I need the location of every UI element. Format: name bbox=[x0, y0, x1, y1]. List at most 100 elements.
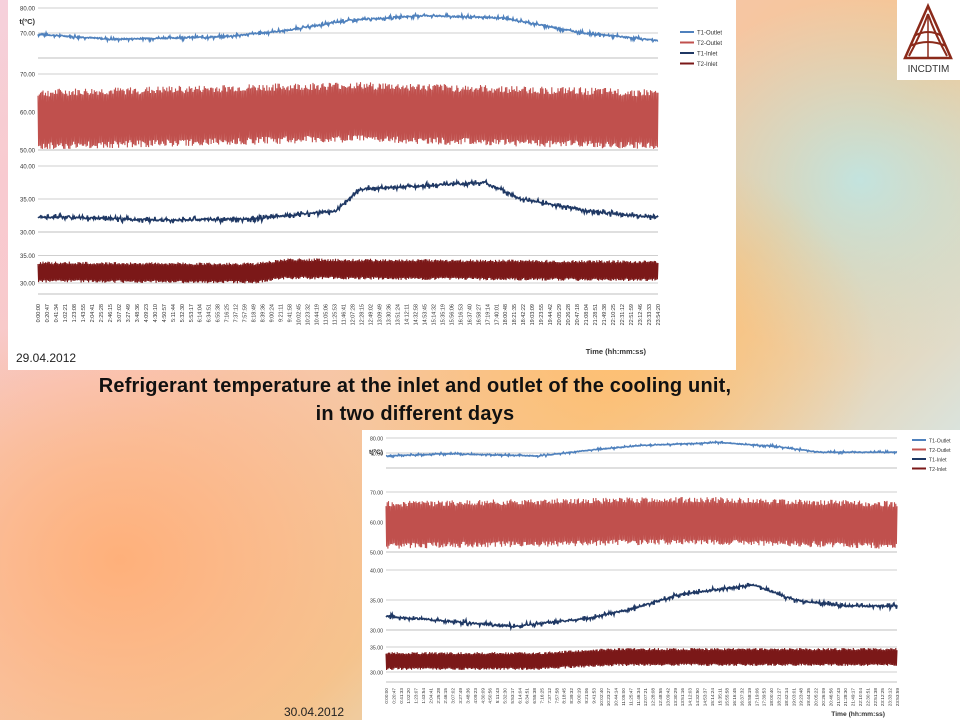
x-tick-label: 17:40:01 bbox=[494, 304, 500, 325]
x-tick-label: 3:27:49 bbox=[458, 688, 463, 704]
x-tick-label: 16:37:32 bbox=[739, 688, 744, 707]
x-tick-label: 12:48:55 bbox=[658, 688, 663, 707]
x-tick-label: 5:53:17 bbox=[189, 304, 195, 322]
x-tick-label: 22:51:38 bbox=[873, 688, 878, 707]
x-tick-label: 9:41:58 bbox=[288, 304, 294, 322]
x-tick-label: 19:44:35 bbox=[806, 688, 811, 707]
x-tick-label: 18:00:48 bbox=[503, 304, 509, 325]
x-tick-label: 23:33:33 bbox=[647, 304, 653, 325]
x-tick-label: 14:32:58 bbox=[413, 304, 419, 325]
legend-entry: T1-Outlet bbox=[697, 31, 722, 37]
x-tick-label: 6:55:38 bbox=[216, 304, 222, 322]
x-tick-label: 15:35:11 bbox=[717, 688, 722, 706]
x-tick-label: 10:23:32 bbox=[306, 304, 312, 325]
x-tick-label: 14:53:45 bbox=[422, 304, 428, 325]
x-tick-label: 6:34:51 bbox=[207, 304, 213, 322]
x-tick-label: 20:26:09 bbox=[821, 688, 826, 707]
y-tick-label: 30.00 bbox=[370, 629, 383, 635]
x-axis-label: Time (hh:mm:ss) bbox=[586, 347, 647, 356]
x-tick-label: 19:44:42 bbox=[548, 304, 554, 325]
x-tick-label: 20:26:28 bbox=[566, 304, 572, 325]
x-tick-label: 15:14:24 bbox=[710, 688, 715, 707]
x-tick-label: 13:09:49 bbox=[377, 304, 383, 325]
x-tick-label: 7:57:59 bbox=[243, 304, 249, 322]
x-tick-label: 7:37:12 bbox=[547, 688, 552, 704]
y-tick-label: 30.00 bbox=[20, 231, 36, 237]
x-tick-label: 10:02:45 bbox=[297, 304, 303, 325]
x-tick-label: 10:44:14 bbox=[614, 688, 619, 707]
x-tick-label: 13:51:16 bbox=[680, 688, 685, 707]
x-tick-label: 6:14:04 bbox=[517, 688, 522, 704]
x-tick-label: 1:23:08 bbox=[72, 304, 78, 322]
logo-label: INCDTIM bbox=[907, 64, 950, 75]
caption-line-2: in two different days bbox=[315, 403, 515, 425]
x-tick-label: 3:48:36 bbox=[465, 688, 470, 704]
x-tick-label: 23:12:46 bbox=[638, 304, 644, 325]
temperature-chart-30-04: 80.00 70.00 70.00 60.00 50.00 40.00 35.00 30.00… bbox=[369, 437, 951, 719]
series-line-t2-outlet bbox=[385, 496, 898, 549]
x-tick-label: 2:04:41 bbox=[90, 304, 96, 322]
x-tick-label: 16:16:53 bbox=[458, 304, 464, 325]
incdtim-logo: INCDTIM bbox=[897, 0, 960, 80]
x-tick-label: 12:07:28 bbox=[350, 304, 356, 325]
x-tick-label: 14:53:37 bbox=[702, 688, 707, 707]
y-tick-label: 70.00 bbox=[20, 73, 36, 79]
x-tick-label: 0:41:33 bbox=[399, 688, 404, 704]
x-tick-label: 9:21:11 bbox=[279, 304, 285, 322]
x-tick-label: 20:46:56 bbox=[828, 688, 833, 707]
y-tick-label: 35.00 bbox=[20, 198, 36, 204]
x-tick-label: 7:57:58 bbox=[554, 688, 559, 704]
x-tick-label: 22:10:25 bbox=[611, 304, 617, 325]
y-tick-label: 30.00 bbox=[20, 282, 36, 288]
figure-caption: Refrigerant temperature at the inlet and… bbox=[0, 372, 830, 428]
x-axis-label: Time (hh:mm:ss) bbox=[831, 711, 885, 718]
x-tick-label: 0:20:47 bbox=[391, 688, 396, 704]
x-tick-label: 10:23:27 bbox=[606, 688, 611, 707]
x-tick-label: 14:32:50 bbox=[695, 688, 700, 707]
x-tick-label: 19:03:01 bbox=[791, 688, 796, 707]
x-tick-label: 20:05:29 bbox=[557, 304, 563, 325]
x-tick-label: 2:25:28 bbox=[436, 688, 441, 704]
series-line-t2-inlet bbox=[37, 258, 659, 284]
x-tick-label: 7:16:25 bbox=[225, 304, 231, 322]
x-tick-label: 3:07:02 bbox=[117, 304, 123, 322]
x-tick-label: 2:46:15 bbox=[108, 304, 114, 322]
x-tick-label: 1:23:07 bbox=[414, 688, 419, 704]
x-tick-label: 11:25:53 bbox=[333, 304, 339, 325]
x-tick-label: 2:04:41 bbox=[428, 688, 433, 704]
x-tick-label: 9:21:06 bbox=[584, 688, 589, 704]
y-axis-label: t(ºC) bbox=[369, 449, 383, 456]
y-tick-label: 50.00 bbox=[20, 149, 36, 155]
x-tick-label: 12:28:08 bbox=[651, 688, 656, 707]
incdtim-logo-icon bbox=[903, 2, 953, 60]
x-tick-label: 21:08:04 bbox=[584, 304, 590, 325]
y-tick-label: 60.00 bbox=[20, 111, 36, 117]
y-tick-label: 50.00 bbox=[370, 551, 383, 557]
x-tick-label: 19:03:09 bbox=[530, 304, 536, 325]
x-tick-label: 7:16:25 bbox=[540, 688, 545, 704]
x-tick-label: 5:53:17 bbox=[510, 688, 515, 704]
x-tick-label: 16:16:45 bbox=[732, 688, 737, 707]
x-tick-label: 18:00:40 bbox=[769, 688, 774, 707]
x-tick-label: 13:30:36 bbox=[386, 304, 392, 325]
chart-date-label: 29.04.2012 bbox=[16, 351, 77, 365]
x-tick-label: 3:48:36 bbox=[135, 304, 141, 322]
x-tick-label: 23:33:12 bbox=[888, 688, 893, 707]
x-tick-label: 0:00:00 bbox=[36, 304, 42, 322]
y-tick-label: 40.00 bbox=[20, 165, 36, 171]
x-tick-label: 8:39:36 bbox=[261, 304, 267, 322]
x-tick-label: 21:07:43 bbox=[836, 688, 841, 707]
x-tick-label: 4:50:57 bbox=[162, 304, 168, 322]
x-tick-label: 12:28:15 bbox=[359, 304, 365, 325]
x-tick-label: 15:35:19 bbox=[440, 304, 446, 325]
chart-date-label: 30.04.2012 bbox=[284, 705, 345, 719]
x-tick-label: 15:55:58 bbox=[725, 688, 730, 707]
x-tick-label: 5:11:43 bbox=[495, 688, 500, 704]
x-tick-label: 20:47:18 bbox=[575, 304, 581, 325]
x-tick-label: 2:46:15 bbox=[443, 688, 448, 704]
y-tick-label: 70.00 bbox=[370, 491, 383, 497]
series-line-t2-inlet bbox=[385, 647, 898, 671]
x-tick-label: 1:02:21 bbox=[63, 304, 69, 322]
x-tick-label: 2:25:28 bbox=[99, 304, 105, 322]
x-tick-label: 17:39:53 bbox=[762, 688, 767, 707]
